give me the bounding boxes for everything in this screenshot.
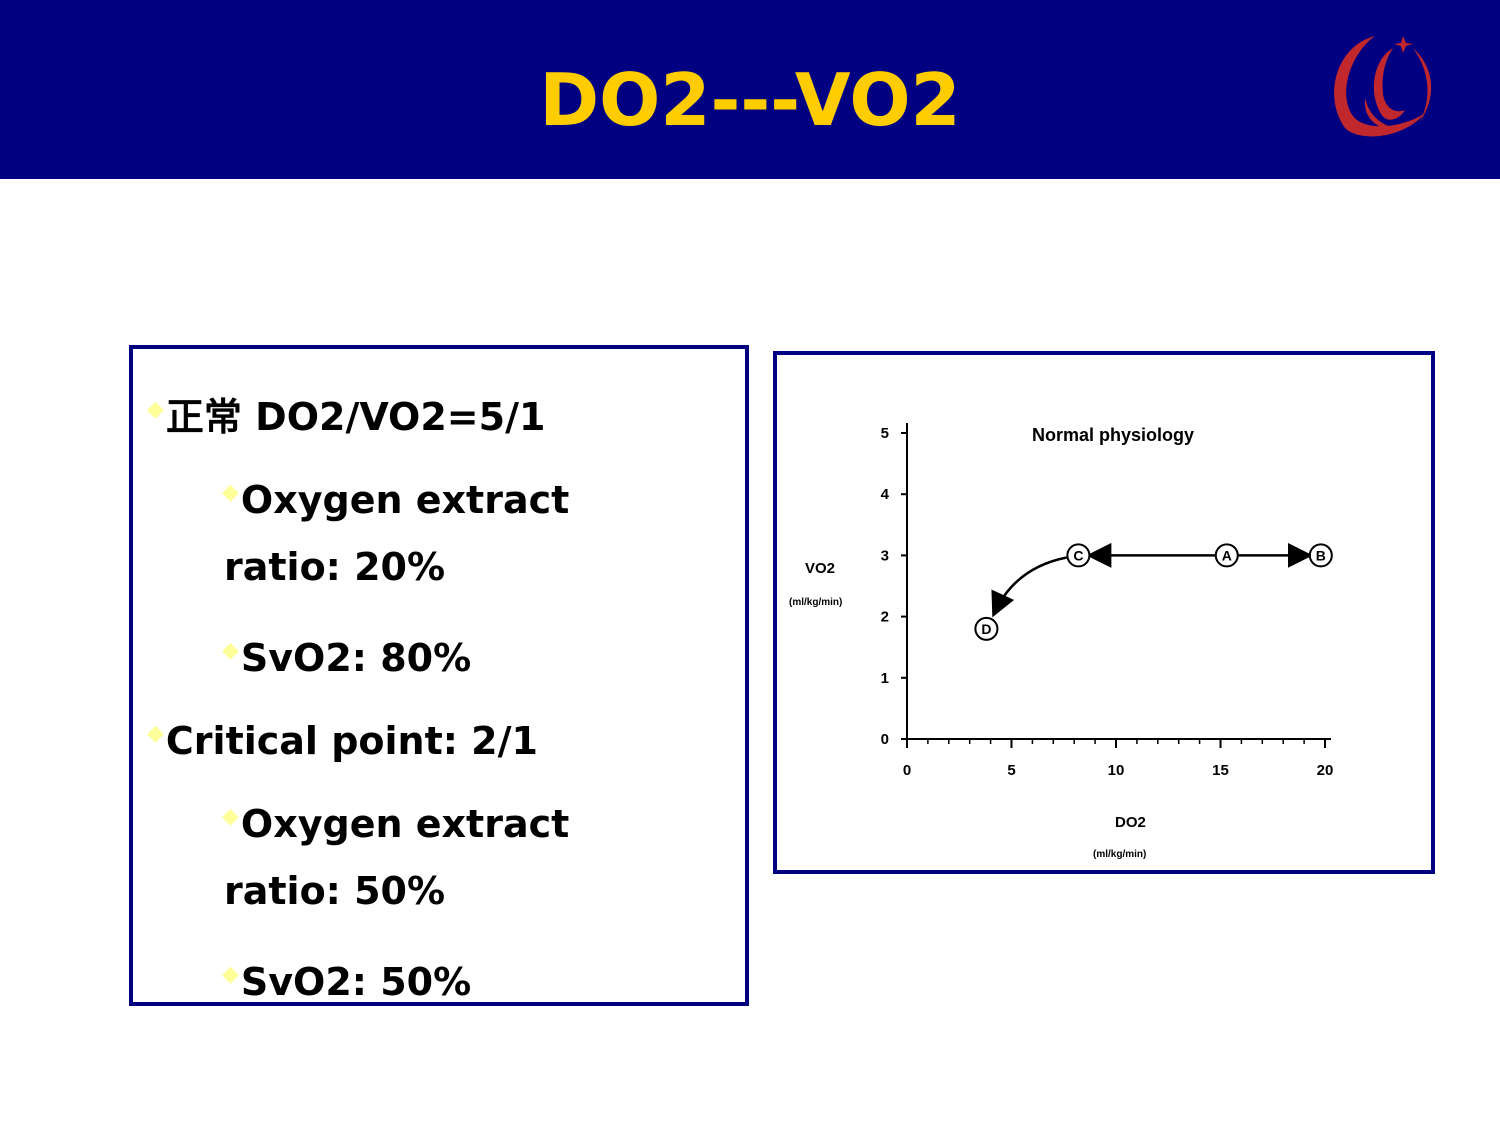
diamond-bullet-icon: ◆ — [222, 638, 239, 663]
x-axis-label: DO2 — [1115, 814, 1146, 831]
x-tick-label: 0 — [903, 762, 911, 779]
slide-title: DO2---VO2 — [539, 58, 961, 142]
data-point-c — [1066, 543, 1091, 568]
y-axis-unit: (ml/kg/min) — [789, 597, 842, 608]
data-point-label: A — [1222, 547, 1232, 563]
bullet-continuation: ratio: 50% — [224, 869, 446, 913]
diamond-bullet-icon: ◆ — [147, 397, 164, 422]
y-tick-label: 1 — [881, 670, 889, 687]
bullet-item: ◆Oxygen extract — [222, 802, 570, 846]
chart-svg: Normal physiology VO2 (ml/kg/min) DO2 (m… — [789, 423, 1334, 860]
title-bar: DO2---VO2 — [0, 0, 1500, 179]
x-tick-label: 20 — [1317, 762, 1334, 779]
bullet-item: ◆Oxygen extract — [222, 478, 570, 522]
y-axis-label-group: VO2 (ml/kg/min) — [789, 560, 842, 608]
bullet-item: ◆SvO2: 50% — [222, 960, 472, 1004]
data-point-label: B — [1316, 547, 1326, 563]
y-tick-label: 5 — [881, 425, 889, 442]
y-tick-label: 0 — [881, 731, 889, 748]
x-axis-unit: (ml/kg/min) — [1093, 849, 1146, 860]
chart-box: Normal physiology VO2 (ml/kg/min) DO2 (m… — [773, 351, 1435, 874]
bullet-text-box: ◆正常 DO2/VO2=5/1 ◆Oxygen extract ratio: 2… — [129, 345, 749, 1006]
bullet-item: ◆正常 DO2/VO2=5/1 — [147, 395, 546, 439]
diamond-bullet-icon: ◆ — [222, 804, 239, 829]
y-tick-label: 3 — [881, 547, 889, 564]
diamond-bullet-icon: ◆ — [147, 721, 164, 746]
bullet-item: ◆SvO2: 80% — [222, 636, 472, 680]
data-point-label: C — [1073, 547, 1083, 563]
y-tick-label: 4 — [881, 486, 890, 503]
diamond-bullet-icon: ◆ — [222, 480, 239, 505]
y-axis-label: VO2 — [805, 560, 835, 577]
diamond-bullet-icon: ◆ — [222, 962, 239, 987]
data-point-a — [1214, 543, 1239, 568]
x-tick-label: 10 — [1108, 762, 1125, 779]
arrow-c-to-d — [991, 556, 1068, 618]
bullet-item: ◆Critical point: 2/1 — [147, 719, 538, 763]
x-tick-label: 5 — [1007, 762, 1015, 779]
x-tick-label: 15 — [1212, 762, 1229, 779]
plot-area: 0 5 10 15 20 0 1 2 3 4 5 D C A B — [881, 423, 1334, 779]
logo-icon — [1334, 36, 1432, 137]
bullet-continuation: ratio: 20% — [224, 545, 446, 589]
data-point-b — [1308, 543, 1333, 568]
data-point-label: D — [981, 621, 991, 637]
data-point-d — [974, 616, 999, 641]
chart-title: Normal physiology — [1032, 425, 1194, 445]
y-tick-label: 2 — [881, 609, 889, 626]
